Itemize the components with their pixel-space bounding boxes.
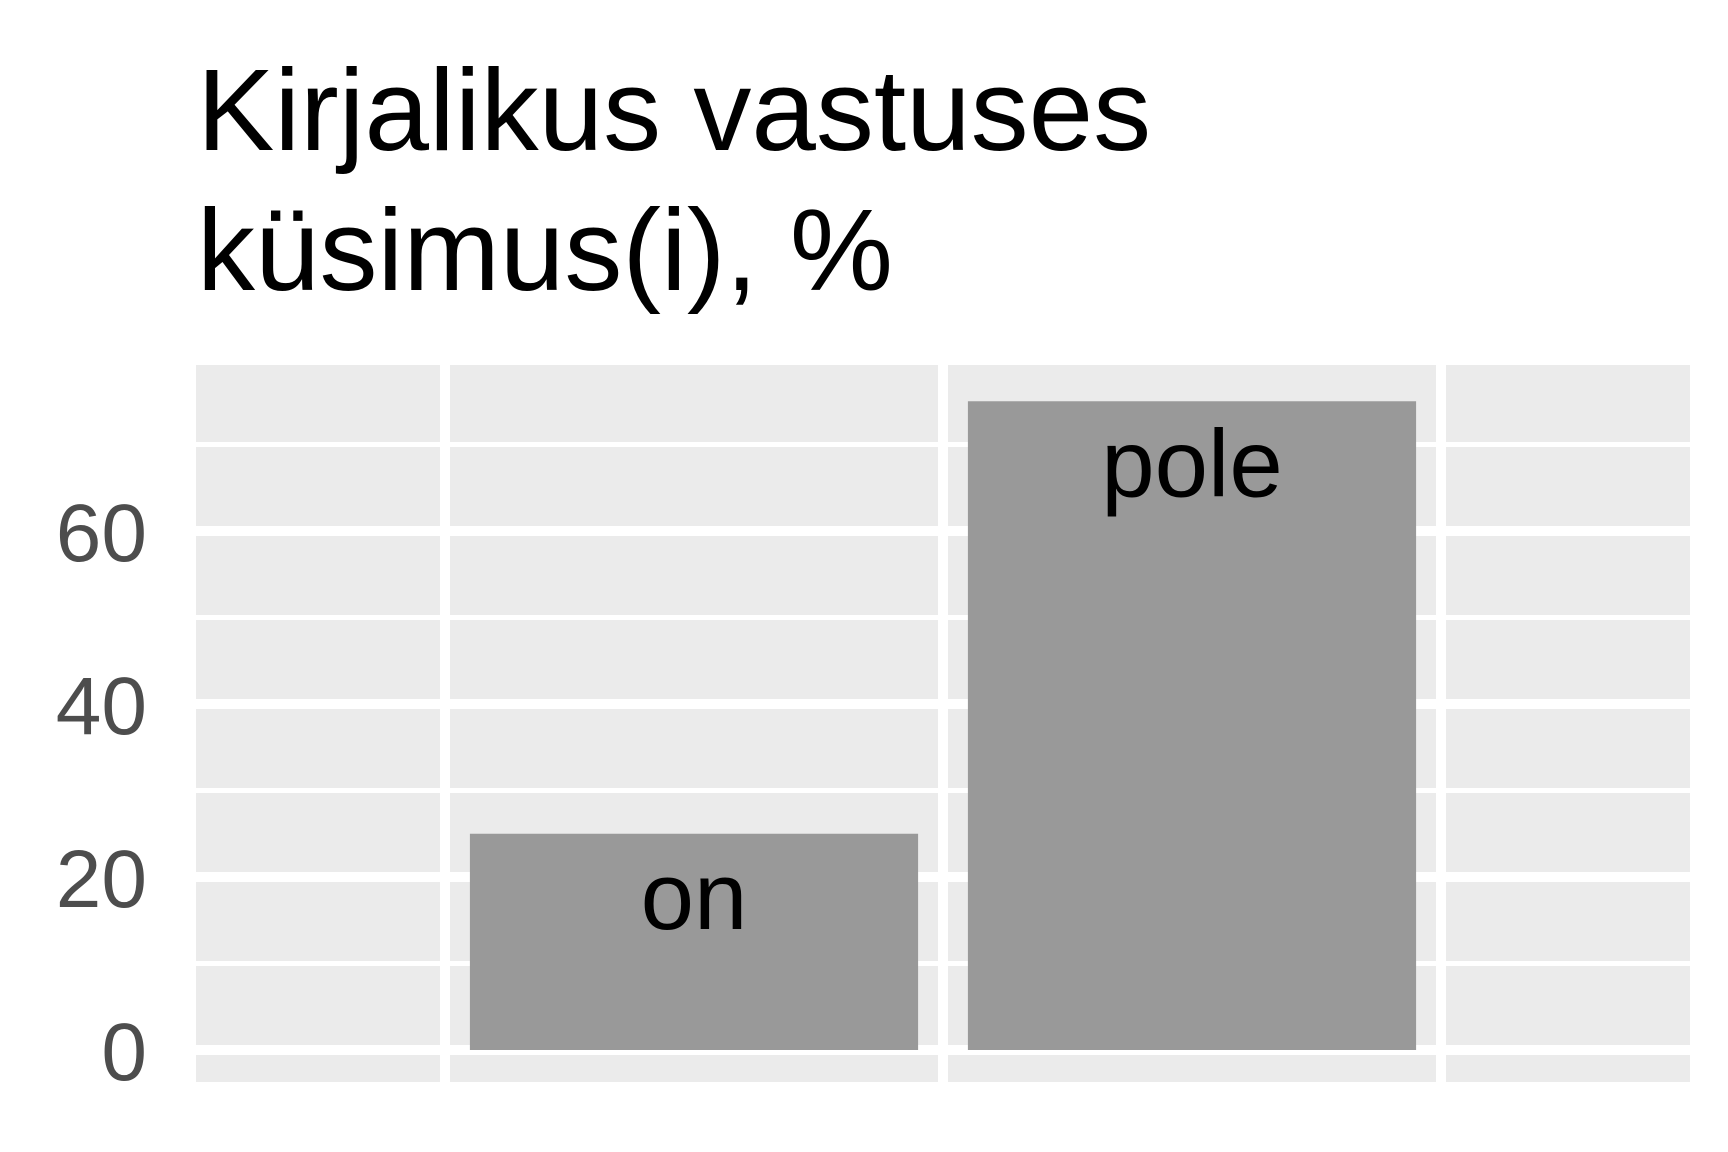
major-gridlines [196, 526, 1690, 1055]
y-tick-label: 60 [56, 488, 147, 579]
bar-label-pole: pole [1101, 410, 1283, 517]
bars [469, 401, 1417, 1050]
y-tick-label: 20 [56, 834, 147, 925]
bar-pole [967, 401, 1417, 1050]
bar-labels: on pole [641, 410, 1283, 950]
y-tick-label: 40 [56, 661, 147, 752]
bar-on [469, 833, 919, 1050]
y-axis-tick-labels: 0 20 40 60 [56, 488, 147, 1098]
minor-gridlines [196, 365, 1690, 1082]
y-tick-label: 0 [101, 1007, 147, 1098]
chart-title-line-2: küsimus(i), % [197, 185, 894, 315]
chart-title-line-1: Kirjalikus vastuses [197, 45, 1152, 175]
chart-title: Kirjalikus vastuses küsimus(i), % [197, 40, 1597, 320]
bar-label-on: on [641, 843, 748, 950]
